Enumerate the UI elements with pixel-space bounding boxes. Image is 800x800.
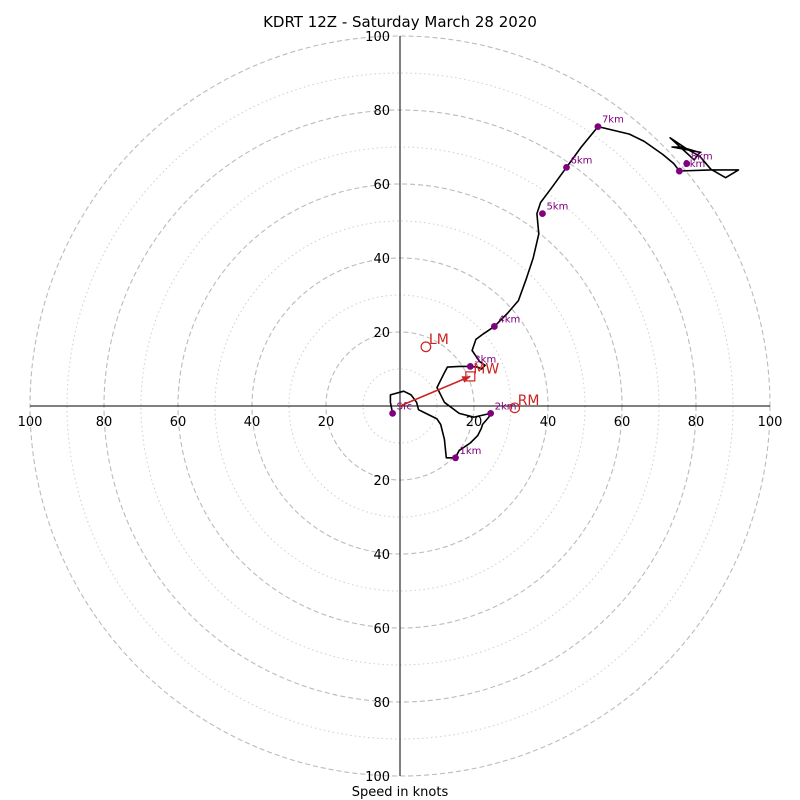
y-tick-label: 20 bbox=[373, 474, 390, 489]
height-marker-label: 6km bbox=[571, 155, 593, 166]
height-marker-label: 2km bbox=[495, 401, 517, 412]
x-tick-label: 20 bbox=[318, 415, 335, 430]
y-tick-label: 80 bbox=[373, 696, 390, 711]
height-marker-label: 9km bbox=[683, 159, 705, 170]
storm-motion-marker bbox=[420, 341, 432, 353]
storm-motion-marker bbox=[465, 371, 476, 382]
height-marker-label: 3km bbox=[474, 354, 496, 365]
height-marker-label: Sfc bbox=[397, 401, 412, 412]
y-tick-label: 40 bbox=[373, 548, 390, 563]
height-marker-point bbox=[466, 363, 474, 370]
height-marker-label: 5km bbox=[546, 202, 568, 213]
wind-trace bbox=[389, 125, 740, 459]
height-marker-label: 4km bbox=[498, 314, 520, 325]
y-tick-label: 40 bbox=[373, 252, 390, 267]
chart-title: KDRT 12Z - Saturday March 28 2020 bbox=[263, 13, 537, 31]
y-tick-label: 100 bbox=[365, 770, 390, 785]
x-tick-label: 100 bbox=[18, 415, 43, 430]
x-tick-label: 40 bbox=[244, 415, 261, 430]
height-marker-point bbox=[539, 210, 546, 218]
y-tick-label: 20 bbox=[373, 326, 390, 341]
y-tick-label: 80 bbox=[373, 104, 390, 119]
height-marker-point bbox=[594, 123, 602, 131]
height-marker-point bbox=[563, 163, 570, 171]
height-marker-point bbox=[487, 410, 495, 417]
height-marker-point bbox=[490, 323, 498, 330]
height-marker-point bbox=[452, 454, 459, 462]
height-marker-point bbox=[675, 167, 683, 175]
height-marker-label: 8km bbox=[691, 152, 713, 163]
height-marker-point bbox=[389, 410, 396, 417]
storm-motion-label: RM bbox=[518, 393, 540, 409]
height-marker-label: 7km bbox=[602, 115, 624, 126]
x-tick-label: 80 bbox=[96, 415, 113, 430]
x-tick-label: 20 bbox=[466, 415, 483, 430]
x-tick-label: 60 bbox=[170, 415, 187, 430]
y-tick-label: 100 bbox=[365, 30, 390, 45]
mean-wind-vector bbox=[399, 375, 471, 407]
storm-motion-markers: LM MW RM bbox=[399, 332, 540, 414]
x-axis-label: Speed in knots bbox=[352, 785, 449, 800]
tick-labels: 100 80 60 40 20 20 40 60 80 100 100 80 60 40 20 20 40 60 8… bbox=[18, 30, 783, 785]
wind-trace-line bbox=[389, 125, 740, 459]
height-marker-point bbox=[683, 160, 691, 168]
x-tick-label: 40 bbox=[540, 415, 557, 430]
storm-motion-label: MW bbox=[473, 361, 499, 377]
height-marker-label: 1km bbox=[460, 446, 482, 457]
storm-motion-label: LM bbox=[429, 332, 449, 348]
x-tick-label: 60 bbox=[614, 415, 631, 430]
y-tick-label: 60 bbox=[373, 622, 390, 637]
storm-motion-marker bbox=[509, 402, 521, 414]
y-tick-label: 60 bbox=[373, 178, 390, 193]
x-tick-label: 100 bbox=[758, 415, 783, 430]
x-tick-label: 80 bbox=[688, 415, 705, 430]
